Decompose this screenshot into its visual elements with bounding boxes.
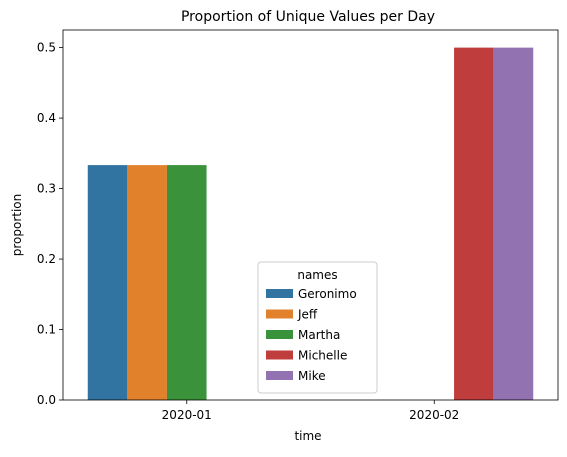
bar-geronimo-2020-01 [87, 165, 128, 400]
legend-label-geronimo: Geronimo [298, 287, 357, 301]
x-tick-label-2020-01: 2020-01 [162, 408, 212, 422]
x-axis-label: time [294, 429, 321, 443]
bar-martha-2020-01 [166, 165, 207, 400]
plot-area: 0.0 0.1 0.2 0.3 0.4 0.5 2020-01 2020-02 names Ger… [37, 29, 559, 422]
chart-title: Proportion of Unique Values per Day [181, 9, 435, 25]
legend-swatch-geronimo [266, 289, 293, 298]
y-tick-label-0.5: 0.5 [37, 41, 56, 55]
y-tick-label-0.1: 0.1 [37, 323, 56, 337]
legend-swatch-michelle [266, 350, 293, 360]
legend-swatch-mike [266, 371, 293, 380]
y-axis-label: proportion [10, 194, 24, 257]
legend-swatch-jeff [266, 309, 293, 319]
bar-michelle-2020-02 [454, 47, 494, 400]
y-tick-label-0.2: 0.2 [37, 252, 56, 266]
y-tick-label-0.0: 0.0 [37, 393, 56, 407]
legend-label-jeff: Jeff [297, 308, 318, 322]
legend-swatch-martha [266, 330, 293, 339]
y-tick-label-0.4: 0.4 [37, 111, 56, 125]
legend-label-michelle: Michelle [298, 349, 347, 363]
legend-label-martha: Martha [298, 328, 340, 342]
bar-jeff-2020-01 [127, 165, 167, 400]
legend-label-mike: Mike [298, 369, 326, 383]
bar-mike-2020-02 [493, 47, 534, 400]
legend-title: names [297, 268, 337, 282]
legend: names Geronimo Jeff Martha Michelle Mike [257, 261, 378, 394]
y-tick-label-0.3: 0.3 [37, 182, 56, 196]
axes-frame [62, 29, 559, 401]
x-tick-label-2020-02: 2020-02 [409, 408, 459, 422]
